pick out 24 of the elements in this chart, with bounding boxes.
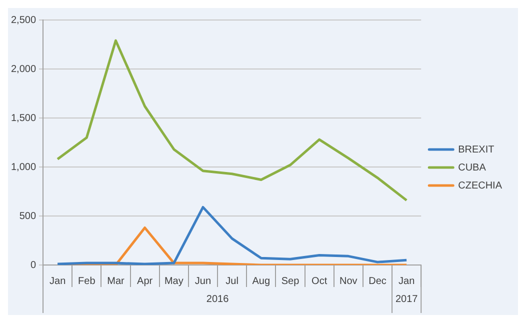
x-tick-label: Jan [398, 276, 415, 287]
y-tick-label: 1,500 [10, 112, 36, 124]
x-tick-label: Dec [368, 276, 386, 287]
x-tick-label: Feb [78, 276, 96, 287]
x-tick-label: Mar [107, 276, 126, 287]
y-tick-label: 0 [30, 260, 36, 271]
x-tick-label: Jan [50, 276, 66, 287]
y-tick-label: 500 [19, 210, 36, 222]
text: 2016 [206, 294, 230, 305]
x-tick-label: Sep [281, 276, 300, 287]
x-tick-label: Jul [226, 276, 238, 287]
y-tick-label: 1,000 [10, 162, 36, 173]
legend-label: BREXIT [458, 144, 494, 156]
x-tick-label: Nov [340, 276, 358, 287]
x-tick-label: Apr [137, 276, 154, 287]
x-tick-label: Jun [194, 276, 212, 287]
x-tick-label: May [164, 276, 184, 287]
text: 2017 [395, 294, 418, 305]
y-tick-label: 2,000 [10, 64, 36, 75]
legend-label: CZECHIA [458, 180, 502, 192]
legend-label: CUBA [458, 162, 486, 174]
y-tick-label: 2,500 [10, 14, 36, 26]
x-tick-label: Aug [252, 276, 270, 287]
x-tick-label: Oct [312, 276, 328, 287]
